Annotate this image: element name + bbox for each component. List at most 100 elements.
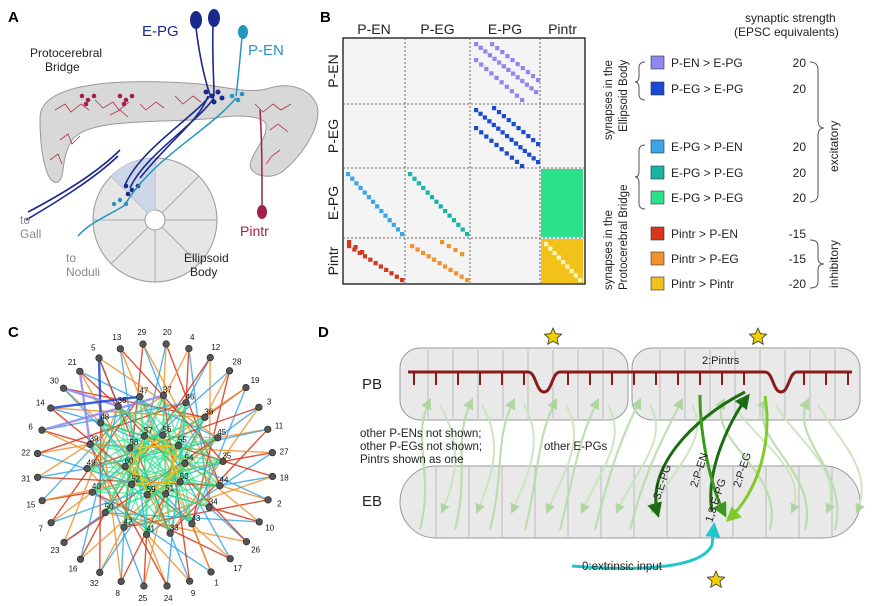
network-edge-198 [124, 434, 164, 468]
network-edge-18 [217, 406, 260, 439]
network-edge-160 [124, 437, 218, 468]
network-edge-93 [119, 348, 141, 397]
network-edge-105 [177, 402, 187, 446]
network-node-label-21: 21 [68, 358, 77, 367]
network-edge-187 [97, 357, 102, 423]
network-edge-188 [63, 387, 119, 408]
matrix-cell-75 [370, 199, 376, 204]
matrix-cell-91 [443, 208, 448, 214]
network-node-label-54: 54 [185, 453, 194, 462]
network-node-label-32: 32 [90, 579, 99, 588]
matrix-cell-35 [478, 111, 483, 116]
network-node-46 [182, 399, 190, 407]
network-node-44 [216, 482, 224, 490]
network-edge-180 [143, 435, 193, 525]
network-node-51 [162, 490, 170, 498]
matrix-cell-2 [483, 49, 488, 54]
matrix-cell-3 [487, 53, 493, 58]
network-node-label-6: 6 [28, 423, 33, 432]
network-edge-183 [86, 435, 145, 470]
matrix-cell-22 [530, 74, 536, 79]
network-node-label-59: 59 [147, 485, 156, 494]
matrix-cell-14 [490, 42, 495, 47]
matrix-cell-126 [432, 257, 437, 262]
legend-swatch-1 [650, 81, 665, 96]
network-edge-162 [124, 466, 193, 525]
panel-a-label: A [8, 9, 19, 26]
network-node-label-48: 48 [100, 413, 109, 422]
network-node-50 [101, 509, 109, 517]
light-arrow-down-3 [545, 404, 575, 514]
light-arrow-down-6 [650, 404, 699, 514]
light-arrow-up-5 [593, 398, 641, 531]
matrix-cell-130 [454, 271, 459, 276]
network-edge-182 [104, 435, 145, 513]
matrix-cell-116 [389, 271, 394, 276]
matrix-cell-25 [479, 62, 484, 67]
protocerebral-bridge-label: Protocerebral Bridge [30, 46, 102, 74]
matrix-cell-97 [541, 169, 583, 237]
network-node-57 [140, 432, 148, 440]
matrix-cell-121 [360, 250, 365, 255]
network-edge-123 [179, 402, 187, 482]
matrix-col-header-1: P-EG [420, 21, 454, 37]
network-node-25 [140, 582, 148, 590]
network-node-label-45: 45 [217, 428, 226, 437]
legend-value-4: 20 [793, 191, 807, 205]
other-epgs-label: other E-PGs [544, 441, 608, 453]
network-node-label-58: 58 [129, 438, 138, 447]
network-node-label-23: 23 [51, 546, 60, 555]
network-node-6 [38, 426, 46, 434]
network-node-59 [143, 491, 151, 499]
matrix-cell-1 [478, 45, 483, 50]
matrix-cell-119 [347, 240, 352, 245]
arrow-3-epg [647, 390, 746, 518]
network-edge-94 [119, 348, 224, 462]
network-edge-72 [37, 467, 88, 479]
matrix-cell-48 [536, 160, 541, 165]
network-node-label-47: 47 [139, 387, 148, 396]
matrix-cell-136 [460, 252, 465, 257]
matrix-cell-41 [505, 134, 510, 139]
network-edge-181 [143, 436, 148, 535]
matrix-cell-29 [499, 80, 504, 85]
matrix-cell-44 [518, 145, 523, 150]
pintrs-label: 2:Pintrs [702, 355, 740, 367]
matrix-cells [346, 42, 583, 283]
network-edge-168 [129, 395, 164, 449]
network-node-label-55: 55 [178, 436, 187, 445]
network-node-label-29: 29 [137, 328, 146, 337]
extrinsic-input-label: 0:extrinsic input [582, 561, 663, 573]
network-node-label-12: 12 [211, 343, 220, 352]
matrix-cell-47 [531, 156, 536, 161]
network-edge-0 [142, 343, 165, 396]
legend: P-EN > E-PG 20 P-EG > E-PG 20 E-PG > P-EN 20 E… [650, 55, 807, 291]
legend-label-6: Pintr > P-EG [671, 252, 739, 266]
network-edge-157 [89, 443, 133, 485]
network-edge-131 [139, 396, 181, 483]
network-node-23 [60, 538, 68, 547]
matrix-cell-68 [520, 164, 525, 169]
network-node-56 [159, 431, 167, 439]
network-edge-163 [124, 466, 148, 535]
network-node-label-22: 22 [21, 448, 30, 457]
network-node-label-52: 52 [131, 474, 140, 483]
pen-dots [229, 91, 245, 103]
network-node-13 [116, 345, 124, 353]
light-arrow-up-6 [628, 398, 683, 531]
arrow-1-3-epg [709, 393, 750, 513]
epg-soma-1 [190, 11, 202, 29]
network-edge-165 [87, 465, 126, 470]
network-edge-186 [78, 371, 92, 445]
matrix-cell-101 [552, 251, 557, 256]
matrix-cell-77 [379, 208, 384, 214]
network-node-34 [205, 503, 213, 511]
network-nodes: 29 20412281931127182102617192425832162371… [21, 328, 289, 603]
network-node-41 [142, 530, 151, 539]
matrix-cell-54 [516, 126, 521, 131]
matrix-cell-32 [514, 93, 520, 98]
network-node-12 [206, 354, 214, 362]
network-node-label-11: 11 [275, 422, 284, 431]
legend-swatch-5 [650, 226, 665, 241]
